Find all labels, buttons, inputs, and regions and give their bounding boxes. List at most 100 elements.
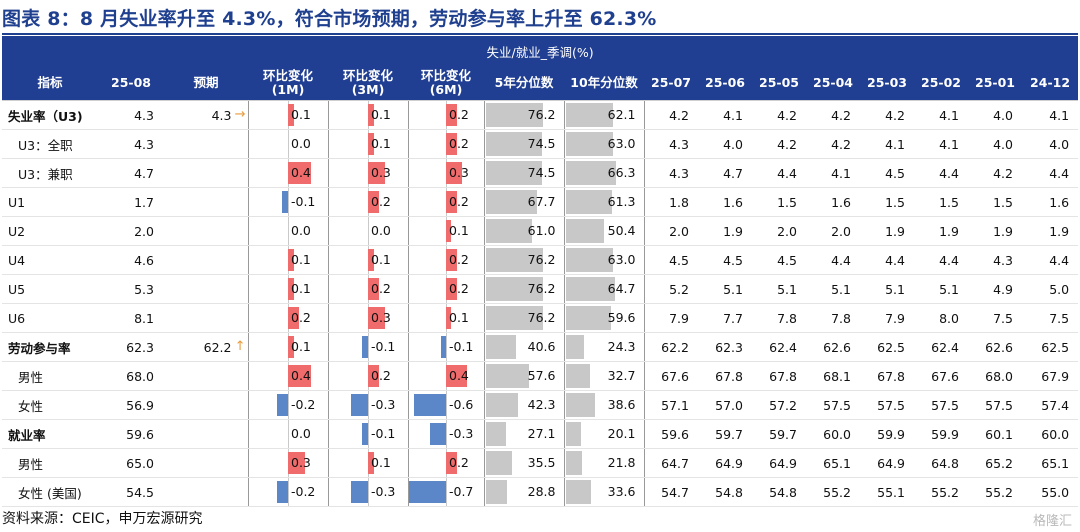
increase-bar [446,307,452,329]
history-value: 4.4 [914,245,968,275]
history-value: 62.4 [914,332,968,362]
history-value: 67.9 [1022,361,1079,391]
table-row: 男性 65.0 0.3 0.1 0.2 35.5 21.8 64.7 64.9 64.9 65.1 6… [2,448,1079,478]
change-value: 0.2 [449,194,469,209]
change-cell-mom1: 0.1 [247,332,328,362]
decrease-bar [413,394,446,416]
change-cell-mom3: -0.1 [327,332,408,362]
table-row: U2 2.0 0.0 0.0 0.1 61.0 50.4 2.0 1.9 2.0 2.0 1.9 1.9… [2,216,1079,246]
change-value: 0.3 [371,165,391,180]
change-value: 0.2 [449,455,469,470]
column-header-mom6: 环比变化 (6M) [408,66,484,101]
history-value: 59.7 [752,419,806,449]
change-cell-mom3: 0.3 [327,303,408,333]
change-cell-mom1: -0.2 [247,390,328,420]
table-row: 男性 68.0 0.4 0.2 0.4 57.6 32.7 67.6 67.8 67.8 68.1 6… [2,361,1079,391]
history-value: 4.0 [968,100,1022,130]
percentile-bar [485,248,544,272]
change-cell-mom3: -0.1 [327,419,408,449]
change-cell-mom1: 0.1 [247,274,328,304]
change-value: 0.1 [291,339,311,354]
history-value: 64.9 [860,448,914,478]
history-value: 4.4 [860,245,914,275]
increase-bar [368,162,385,184]
percentile-bar [565,190,612,214]
change-value: -0.2 [291,484,316,499]
percentile-bar [485,190,537,214]
percentile-bar [485,451,513,475]
history-value: 64.9 [752,448,806,478]
column-header-history: 25-03 [860,66,914,101]
change-value: -0.1 [371,426,396,441]
forecast-cell [164,187,248,217]
percentile-value: 63.0 [607,252,636,267]
percentile-value: 61.0 [527,223,556,238]
percentile-cell-pct10: 32.7 [563,361,644,391]
table-row: U4 4.6 0.1 0.1 0.2 76.2 63.0 4.5 4.5 4.5 4.4 4.4 4.4… [2,245,1079,275]
history-value: 60.1 [968,419,1022,449]
history-value: 4.9 [968,274,1022,304]
percentile-cell-pct10: 61.3 [563,187,644,217]
change-cell-mom6: -0.3 [407,419,484,449]
percentile-cell-pct5: 76.2 [483,100,564,130]
decrease-bar [351,394,368,416]
percentile-bar [565,161,616,185]
percentile-bar [565,248,614,272]
change-value: 0.2 [449,107,469,122]
change-value: 0.1 [371,252,391,267]
zero-axis [288,420,289,448]
change-value: 0.2 [449,252,469,267]
percentile-value: 32.7 [607,368,636,383]
change-value: 0.2 [449,136,469,151]
increase-bar [446,162,463,184]
table-row: U1 1.7 -0.1 0.2 0.2 67.7 61.3 1.8 1.6 1.5 1.6 1.5 1.… [2,187,1079,217]
column-header-pct5: 5年分位数 [484,66,564,101]
percentile-cell-pct5: 76.2 [483,303,564,333]
zero-axis [446,420,447,448]
change-cell-mom3: 0.1 [327,245,408,275]
history-value: 62.4 [752,332,806,362]
current-value: 2.0 [98,216,164,246]
forecast-cell [164,216,248,246]
percentile-value: 76.2 [527,310,556,325]
unemployment-table: 失业/就业_季调(%) 指标 25-08 预期 环比变化 (1M) 环比变化 (3M… [2,36,1079,507]
forecast-cell [164,129,248,159]
row-label: U3：全职 [2,129,98,159]
history-value: 7.5 [968,303,1022,333]
column-header-history: 25-07 [644,66,698,101]
percentile-bar [485,103,544,127]
percentile-cell-pct5: 40.6 [483,332,564,362]
increase-bar [446,365,468,387]
change-value: 0.4 [291,165,311,180]
percentile-bar [485,161,542,185]
forecast-cell [164,477,248,507]
change-value: -0.3 [449,426,474,441]
column-header-history: 25-06 [698,66,752,101]
increase-bar [368,104,374,126]
history-value: 1.5 [752,187,806,217]
history-value: 57.5 [860,390,914,420]
percentile-value: 21.8 [607,455,636,470]
history-value: 57.1 [643,390,698,420]
change-cell-mom6: 0.2 [407,448,484,478]
history-value: 5.1 [860,274,914,304]
zero-axis [368,217,369,245]
column-header-history: 25-01 [968,66,1022,101]
percentile-bar [485,393,518,417]
history-value: 67.8 [752,361,806,391]
history-value: 1.9 [1022,216,1079,246]
history-value: 4.2 [643,100,698,130]
table-row: U5 5.3 0.1 0.2 0.2 76.2 64.7 5.2 5.1 5.1 5.1 5.1 5.1… [2,274,1079,304]
history-value: 4.4 [1022,245,1079,275]
change-value: 0.0 [291,223,311,238]
row-label: 劳动参与率 [2,332,98,362]
percentile-bar [565,335,584,359]
change-cell-mom6: 0.3 [407,158,484,188]
increase-bar [368,365,380,387]
history-value: 4.2 [806,129,860,159]
row-label: U6 [2,303,98,333]
percentile-value: 76.2 [527,107,556,122]
change-value: 0.4 [449,368,469,383]
percentile-value: 76.2 [527,252,556,267]
change-cell-mom3: 0.1 [327,129,408,159]
